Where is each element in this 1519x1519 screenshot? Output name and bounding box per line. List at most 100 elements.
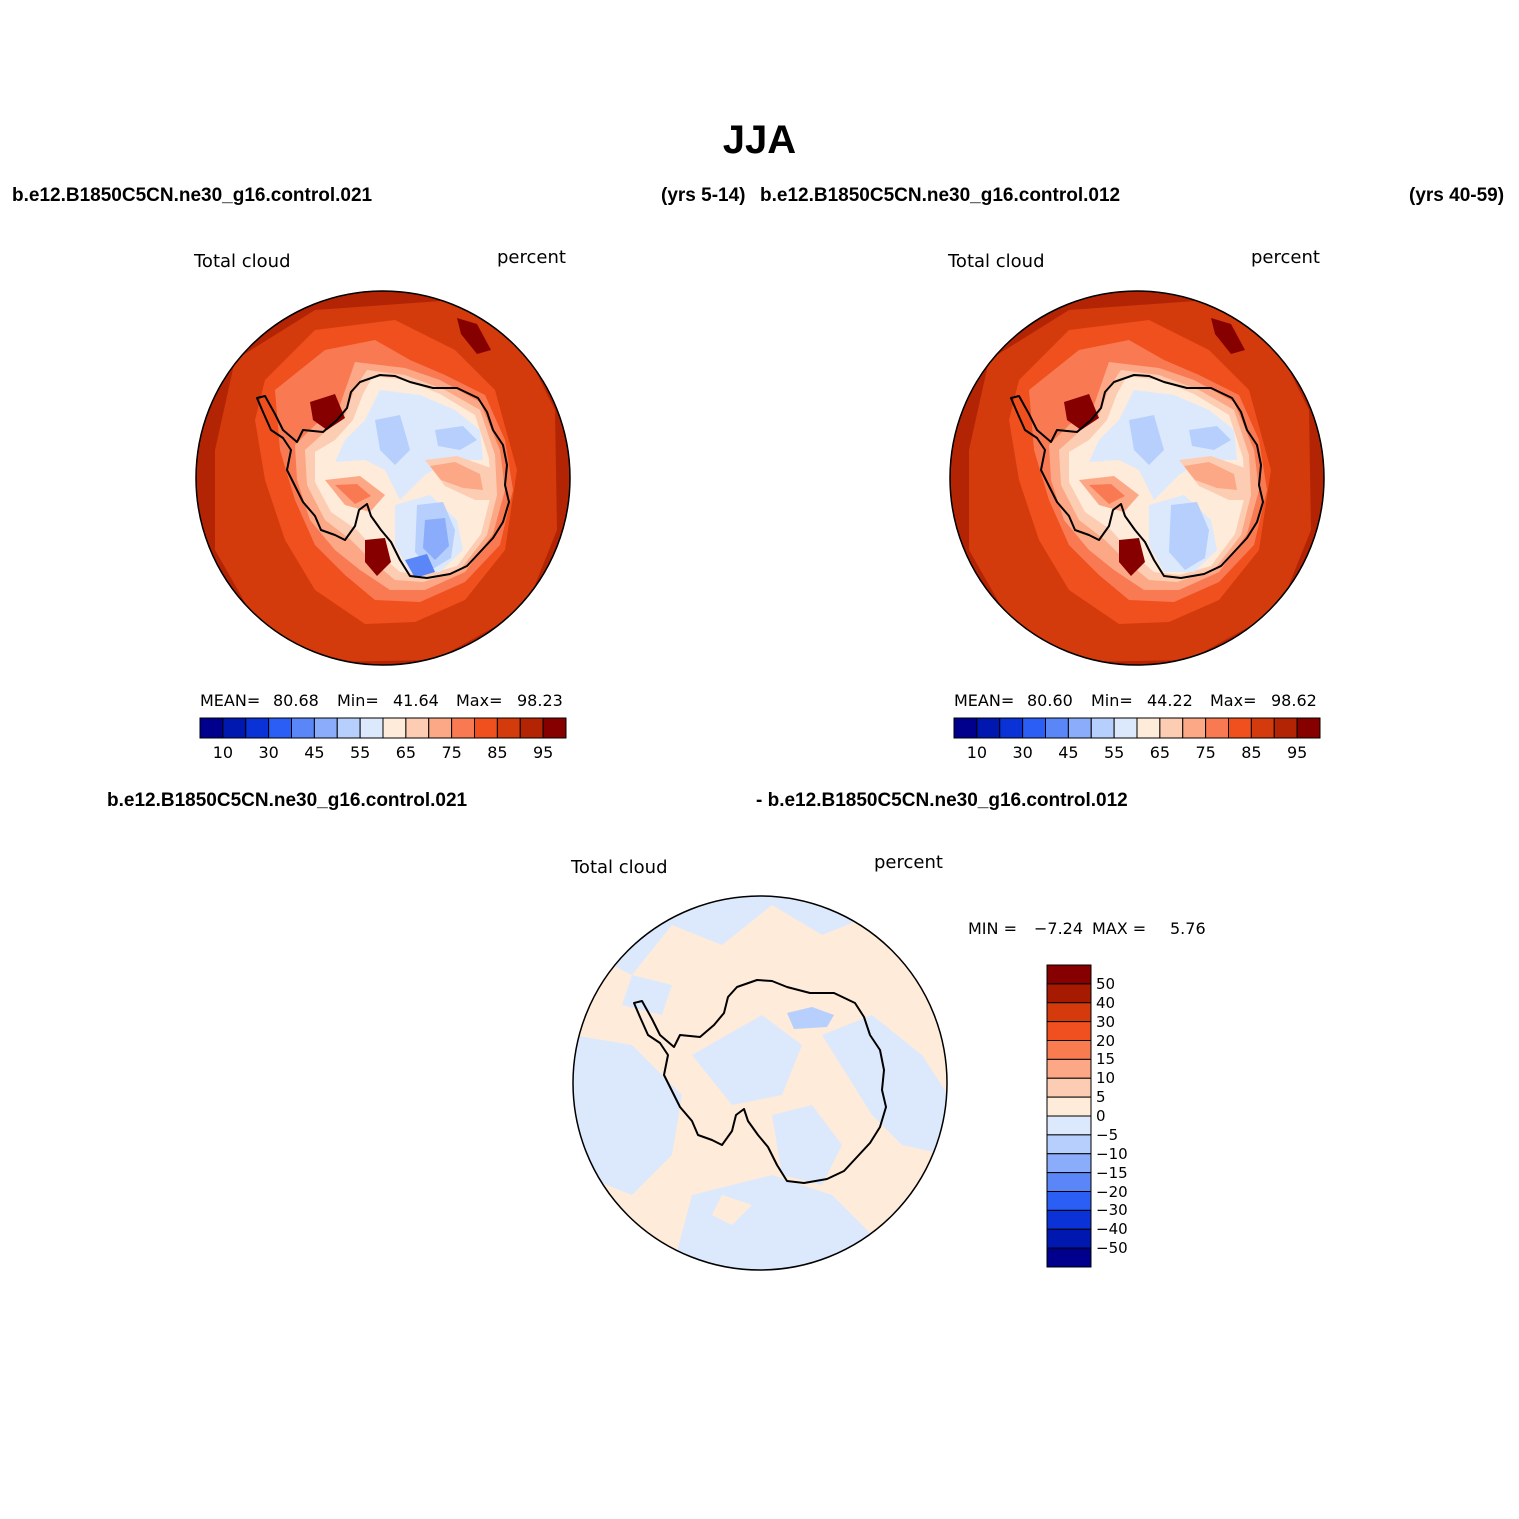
case2-name: b.e12.B1850C5CN.ne30_g16.control.012: [760, 185, 1121, 206]
colorbar-box: [1136, 717, 1161, 739]
contour-region: [822, 1015, 947, 1155]
colorbar-tick-label: 65: [395, 743, 417, 762]
panel1-map: [195, 290, 571, 666]
panel2-min: 44.22: [1147, 691, 1193, 710]
colorbar-box: [542, 717, 567, 739]
colorbar-tick-label: 95: [1286, 743, 1308, 762]
panel1-min-label: Min=: [337, 691, 379, 710]
colorbar-tick-label: −5: [1096, 1125, 1119, 1144]
colorbar-tick-label: −20: [1096, 1182, 1128, 1201]
panel1-min: 41.64: [393, 691, 439, 710]
contour-region: [430, 462, 483, 490]
colorbar-box: [976, 717, 1001, 739]
diff-case1-name: b.e12.B1850C5CN.ne30_g16.control.021: [107, 790, 468, 811]
colorbar-box: [1046, 983, 1092, 1004]
case1-name: b.e12.B1850C5CN.ne30_g16.control.021: [12, 185, 373, 206]
colorbar-box: [222, 717, 247, 739]
contour-region: [712, 1195, 752, 1225]
contour-region: [423, 518, 449, 560]
colorbar-tick-label: 95: [532, 743, 554, 762]
colorbar-box: [268, 717, 292, 739]
colorbar-tick-label: 30: [1096, 1012, 1116, 1031]
colorbar-box: [428, 717, 453, 739]
diff-max: 5.76: [1170, 919, 1206, 938]
colorbar-box: [1046, 964, 1092, 985]
colorbar-tick-label: 10: [212, 743, 234, 762]
colorbar-box: [519, 717, 544, 739]
colorbar-box: [953, 717, 978, 739]
colorbar-box: [405, 717, 430, 739]
colorbar-tick-label: −40: [1096, 1220, 1128, 1239]
diff-colorbar: [1046, 964, 1092, 1268]
contour-region: [787, 1007, 834, 1029]
contour-region: [365, 538, 391, 576]
colorbar-box: [1228, 717, 1252, 739]
contour-field: [950, 291, 1324, 665]
contour-region: [457, 318, 491, 354]
contour-region: [405, 554, 435, 578]
colorbar-box: [1046, 1191, 1092, 1211]
diff-units: percent: [874, 852, 943, 873]
panel1-colorbar: [199, 717, 567, 739]
map-boundary: [949, 290, 1325, 666]
colorbar-box: [1045, 717, 1069, 739]
colorbar-box: [1046, 1134, 1092, 1155]
colorbar-box: [1205, 717, 1229, 739]
colorbar-tick-label: 30: [258, 743, 279, 762]
diff-min: −7.24: [1034, 919, 1084, 938]
contour-region: [1189, 426, 1231, 450]
panel2-units: percent: [1251, 247, 1320, 268]
colorbar-box: [1067, 717, 1092, 739]
contour-region: [692, 1015, 802, 1105]
colorbar-box: [999, 717, 1024, 739]
case1-years: (yrs 5-14): [661, 185, 746, 206]
colorbar-box: [1273, 717, 1298, 739]
contour-region: [772, 1105, 842, 1185]
contour-region: [335, 484, 371, 504]
colorbar-box: [1046, 1021, 1092, 1041]
panel2-max: 98.62: [1271, 691, 1317, 710]
colorbar-tick-label: 65: [1149, 743, 1171, 762]
colorbar-tick-label: 5: [1096, 1088, 1106, 1107]
panel2-colorbar-labels: 10 30 45 55 65 75 85 95: [954, 743, 1320, 765]
colorbar-box: [291, 717, 315, 739]
contour-region: [335, 390, 483, 500]
panel2-map: [949, 290, 1325, 666]
colorbar-tick-label: −10: [1096, 1144, 1128, 1163]
colorbar-box: [1046, 1153, 1092, 1174]
panel2-max-label: Max=: [1210, 691, 1257, 710]
colorbar-tick-label: 20: [1096, 1031, 1116, 1050]
colorbar-tick-label: 85: [1241, 743, 1262, 762]
contour-region: [1129, 415, 1164, 465]
diff-variable: Total cloud: [571, 857, 668, 878]
colorbar-box: [1046, 1040, 1092, 1060]
contour-field: [196, 291, 570, 665]
colorbar-box: [1250, 717, 1275, 739]
diff-map: [572, 895, 948, 1271]
colorbar-box: [1046, 1115, 1092, 1136]
colorbar-tick-label: 55: [349, 743, 371, 762]
panel1-mean: 80.68: [273, 691, 319, 710]
contour-region: [1089, 390, 1237, 500]
colorbar-tick-label: 30: [1012, 743, 1033, 762]
colorbar-box: [1182, 717, 1207, 739]
colorbar-tick-label: −30: [1096, 1201, 1128, 1220]
colorbar-tick-label: 10: [1096, 1069, 1116, 1088]
colorbar-tick-label: −15: [1096, 1163, 1128, 1182]
colorbar-box: [1159, 717, 1184, 739]
coastline: [633, 979, 887, 1184]
panel1-variable: Total cloud: [194, 251, 291, 272]
colorbar-box: [359, 717, 384, 739]
contour-region: [573, 1035, 682, 1195]
colorbar-box: [1046, 1077, 1092, 1098]
coastline: [256, 374, 510, 579]
panel1-mean-label: MEAN=: [200, 691, 261, 710]
panel2-mean-label: MEAN=: [954, 691, 1015, 710]
colorbar-box: [1046, 1058, 1092, 1079]
colorbar-box: [336, 717, 361, 739]
map-boundary: [572, 895, 948, 1271]
diff-colorbar-labels: 50 40 30 20 15 10 5 0 −5 −10 −15 −20 −30 −40 −50: [1096, 965, 1156, 1267]
colorbar-box: [1046, 1172, 1092, 1192]
figure-title: JJA: [722, 118, 797, 162]
panel2-mean: 80.60: [1027, 691, 1073, 710]
